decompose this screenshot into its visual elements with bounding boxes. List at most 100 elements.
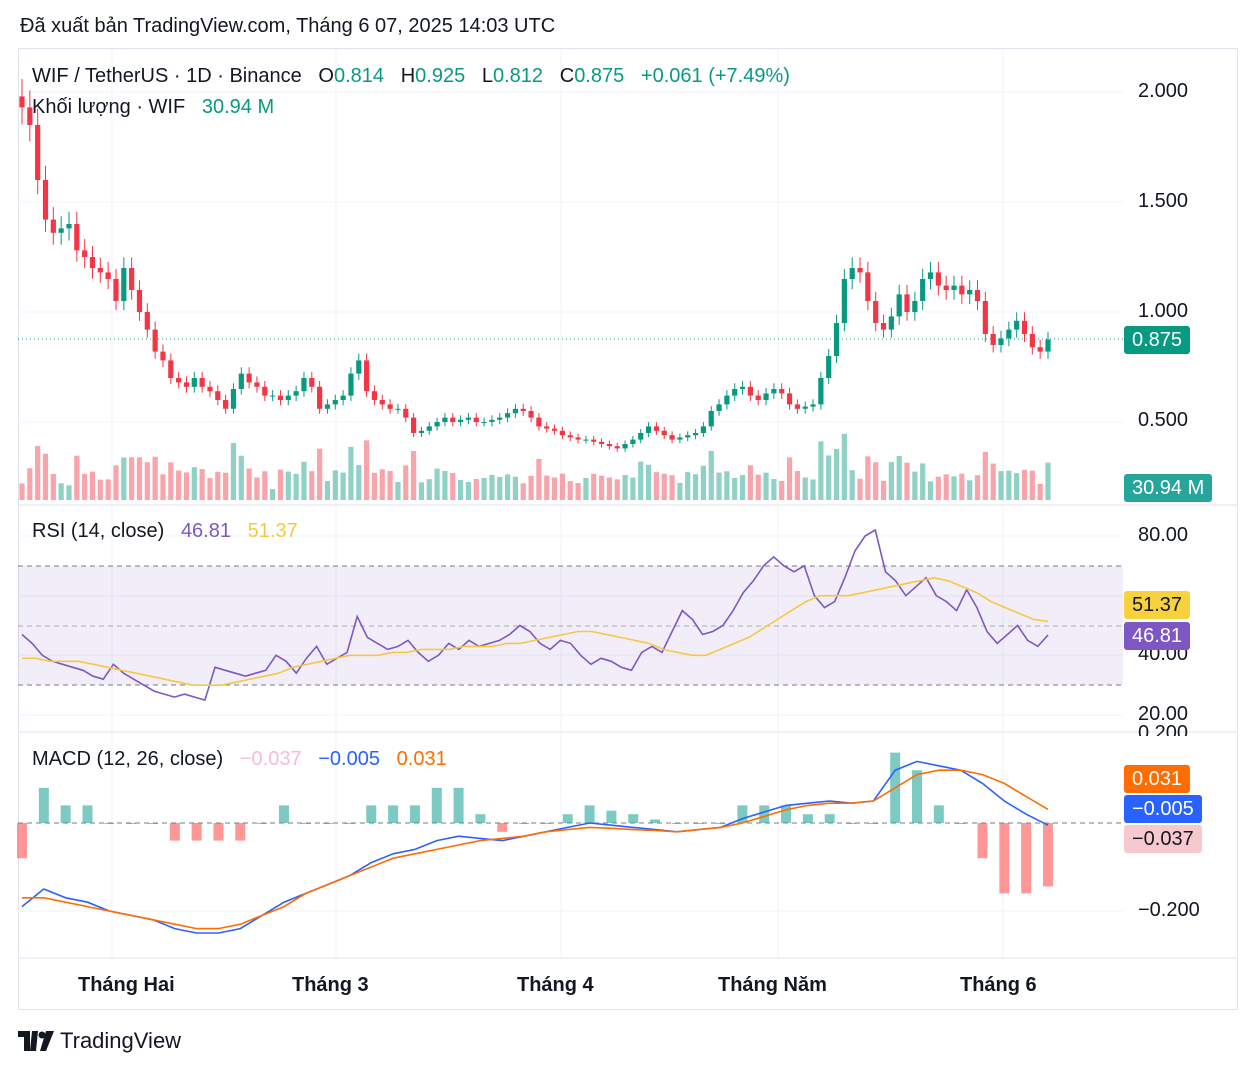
rsi-ma-value: 51.37 (247, 520, 298, 542)
volume-bar (512, 476, 519, 500)
volume-bar (520, 483, 526, 500)
volume-bar (739, 475, 746, 500)
candle-body (285, 395, 291, 400)
volume-bar (215, 471, 221, 500)
candle-body (614, 446, 620, 449)
macd-hist-bar (955, 823, 966, 824)
candle-body (426, 426, 432, 431)
candle-body (66, 224, 72, 229)
candle-body (58, 228, 64, 233)
candle-body (771, 389, 777, 394)
candle-body (700, 426, 706, 433)
volume-bar (230, 443, 237, 500)
candle-body (1014, 320, 1020, 330)
volume-bar (364, 440, 370, 500)
rsi-ma-tag: 51.37 (1124, 591, 1191, 619)
candle-body (716, 404, 722, 411)
candle-body (528, 411, 534, 418)
volume-bar (747, 465, 753, 500)
volume-bar (943, 474, 949, 500)
candle-body (340, 395, 346, 400)
candle-body (591, 439, 597, 442)
candle-body (450, 417, 456, 422)
macd-tag: −0.005 (1124, 795, 1202, 823)
volume-bar (168, 462, 174, 500)
macd-axis-label: −0.200 (1138, 899, 1200, 921)
volume-bar (50, 474, 56, 500)
volume-bar (927, 481, 934, 500)
candle-body (559, 430, 566, 436)
candle-body (567, 435, 573, 438)
volume-bars (19, 433, 1051, 500)
tradingview-logo-icon (18, 1031, 54, 1051)
volume-bar (951, 476, 957, 500)
low-label: L (481, 65, 493, 87)
volume-bar (661, 473, 667, 500)
candle-body (1045, 339, 1051, 352)
candle-body (481, 422, 487, 423)
volume-bar (136, 457, 143, 500)
candle-body (880, 323, 887, 330)
candle-body (497, 417, 503, 420)
macd-hist-bar (519, 823, 530, 824)
volume-bar (551, 477, 558, 500)
macd-signal-value: 0.031 (396, 748, 447, 770)
volume-bar (896, 455, 902, 500)
volume-bar (309, 471, 315, 500)
volume-bar (121, 457, 127, 500)
candle-body (223, 400, 229, 409)
candle-body (622, 444, 628, 449)
volume-bar (434, 468, 440, 500)
volume-bar (935, 476, 941, 500)
volume-bar (481, 478, 487, 500)
tradingview-logo[interactable]: TradingView (18, 1028, 181, 1054)
candle-body (74, 224, 80, 251)
macd-hist-bar (540, 823, 551, 824)
macd-hist-bar (17, 823, 27, 859)
volume-bar (583, 478, 589, 500)
volume-bar (865, 456, 871, 500)
candle-body (465, 417, 472, 420)
macd-hist-bar (650, 819, 661, 823)
volume-bar (246, 468, 252, 500)
candle-body (865, 272, 871, 301)
volume-bar (19, 483, 25, 500)
candle-body (168, 360, 174, 378)
candle-body (661, 430, 667, 436)
volume-bar (779, 481, 785, 500)
candle-body (1037, 347, 1043, 352)
candle-body (176, 378, 182, 383)
macd-label: MACD (12, 26, close) (32, 748, 224, 770)
candle-body (669, 435, 675, 440)
rsi-tag: 46.81 (1124, 622, 1191, 650)
candle-body (779, 389, 785, 394)
volume-bar (763, 472, 769, 500)
volume-legend: Khối lượng · WIF 30.94 M (32, 96, 274, 119)
volume-bar (27, 468, 33, 500)
volume-bar (959, 473, 965, 500)
month-label: Tháng 6 (960, 974, 1037, 996)
close-label: C (559, 65, 575, 87)
macd-hist-bar (715, 823, 726, 824)
volume-bar (144, 462, 150, 500)
volume-bar (708, 450, 714, 500)
volume-tag: 30.94 M (1124, 474, 1213, 502)
volume-bar (1014, 473, 1020, 500)
volume-bar (387, 471, 393, 500)
candle-body (935, 272, 941, 286)
candle-body (215, 391, 221, 400)
candle-body (160, 351, 166, 361)
month-label: Tháng 3 (292, 974, 369, 996)
candle-body (504, 413, 511, 418)
volume-bar (630, 477, 636, 500)
volume-bar (724, 471, 730, 500)
high-value: 0.925 (415, 65, 466, 87)
candle-body (442, 417, 448, 422)
macd-hist-bar (475, 814, 486, 823)
price-legend: WIF / TetherUS · 1D · Binance O0.814 H0.… (32, 65, 790, 88)
macd-hist-bar (409, 805, 420, 823)
grid-lines (18, 49, 1123, 958)
volume-bar (567, 481, 573, 500)
candle-body (434, 422, 440, 427)
